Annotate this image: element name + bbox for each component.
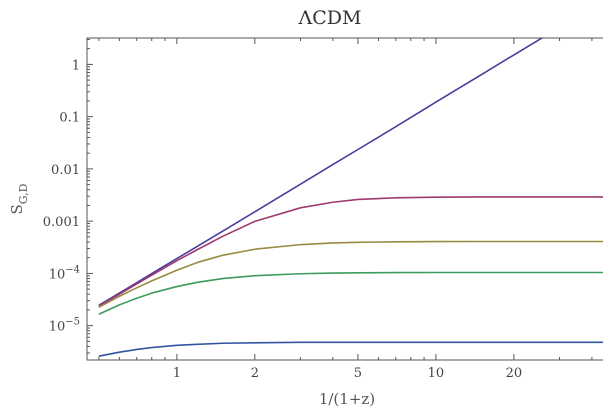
y-tick-label: 0.01: [51, 163, 80, 178]
series-line-5: [98, 341, 603, 357]
x-axis: 125102050: [98, 38, 593, 381]
series-line-1: [98, 38, 544, 306]
series-layer: [98, 38, 603, 357]
x-tick-label: 1: [173, 366, 181, 381]
series-line-4: [98, 271, 603, 316]
series-line-2: [98, 196, 603, 307]
y-tick-label: 0.001: [43, 215, 80, 230]
y-axis-label: SG,D: [8, 183, 30, 214]
x-axis-label: 1/(1+z): [319, 390, 375, 408]
x-tick-label: 2: [251, 366, 259, 381]
plot-frame: [86, 37, 603, 361]
x-tick-label: 20: [506, 366, 523, 381]
y-tick-label: 10−4: [49, 264, 80, 282]
y-tick-label: 10−5: [49, 317, 80, 335]
x-tick-label: 10: [428, 366, 445, 381]
chart-title: ΛCDM: [298, 7, 362, 29]
y-tick-label: 0.1: [59, 111, 80, 126]
y-axis-label-subscript: G,D: [17, 183, 30, 204]
y-tick-label: 1: [72, 58, 80, 73]
y-axis-label-main: S: [8, 204, 26, 214]
series-line-3: [98, 240, 603, 308]
y-axis: 1 0.1 0.01 0.001 10−4 10−5: [43, 38, 93, 354]
x-tick-label: 5: [354, 366, 362, 381]
